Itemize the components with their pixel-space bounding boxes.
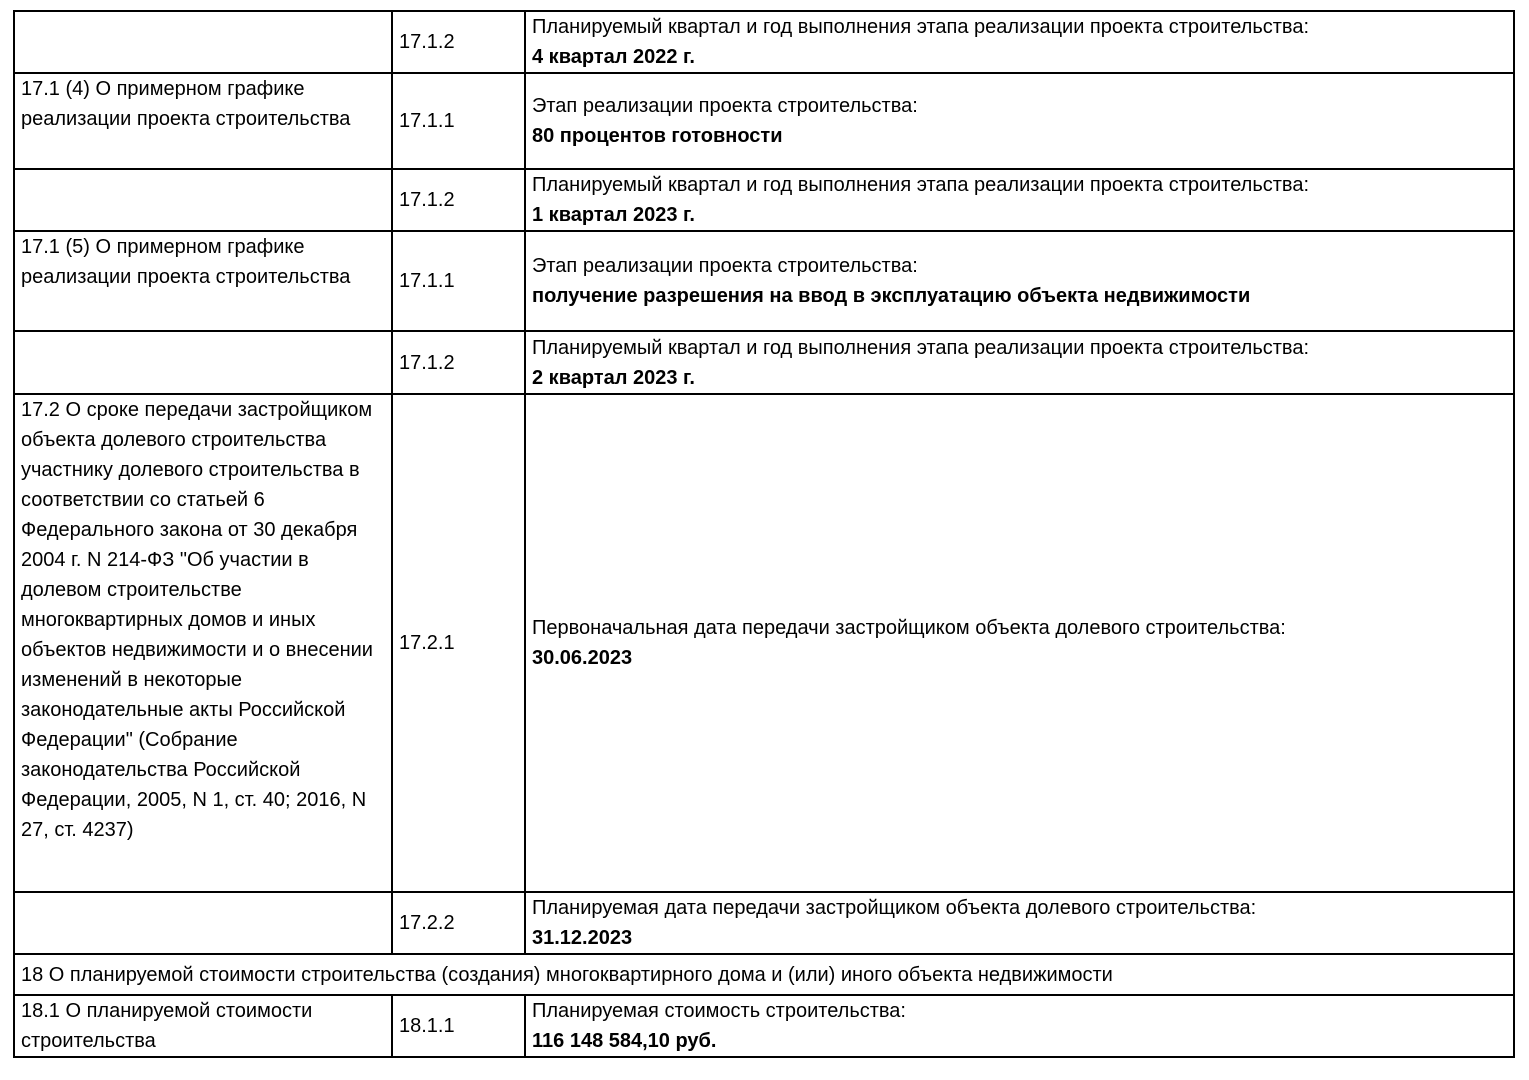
section-cell: 17.1 (5) О примерном графике реализации … [13, 230, 393, 332]
content-label: Планируемая дата передачи застройщиком о… [532, 897, 1257, 919]
table-row: 17.1 (4) О примерном графике реализации … [13, 72, 1515, 170]
content-value: 80 процентов готовности [532, 125, 783, 147]
content-label: Этап реализации проекта строительства: [532, 255, 918, 277]
section-cell: 17.1 (4) О примерном графике реализации … [13, 72, 393, 170]
table-row: 18.1 О планируемой стоимости строительст… [13, 994, 1515, 1058]
content-cell: Планируемый квартал и год выполнения эта… [524, 168, 1515, 232]
section-cell: 18.1 О планируемой стоимости строительст… [13, 994, 393, 1058]
table-row: 17.2 О сроке передачи застройщиком объек… [13, 393, 1515, 893]
content-label: Планируемый квартал и год выполнения эта… [532, 174, 1310, 196]
table-row: 17.1.2 Планируемый квартал и год выполне… [13, 168, 1515, 232]
section-cell [13, 330, 393, 395]
content-value: 31.12.2023 [532, 927, 633, 949]
table-row: 17.1.2 Планируемый квартал и год выполне… [13, 10, 1515, 74]
content-label: Первоначальная дата передачи застройщико… [532, 617, 1286, 639]
code-cell: 17.1.2 [391, 330, 526, 395]
code-cell: 17.1.2 [391, 10, 526, 74]
content-value: 30.06.2023 [532, 647, 633, 669]
code-cell: 17.2.1 [391, 393, 526, 893]
content-cell: Планируемая стоимость строительства: 116… [524, 994, 1515, 1058]
content-cell: Этап реализации проекта строительства: 8… [524, 72, 1515, 170]
code-cell: 17.2.2 [391, 891, 526, 955]
content-value: 1 квартал 2023 г. [532, 204, 695, 226]
content-value: 116 148 584,10 руб. [532, 1030, 717, 1052]
content-label: Планируемая стоимость строительства: [532, 1000, 906, 1022]
section-cell [13, 891, 393, 955]
content-cell: Планируемая дата передачи застройщиком о… [524, 891, 1515, 955]
section-cell [13, 10, 393, 74]
content-cell: Первоначальная дата передачи застройщико… [524, 393, 1515, 893]
section-cell: 17.2 О сроке передачи застройщиком объек… [13, 393, 393, 893]
content-label: Планируемый квартал и год выполнения эта… [532, 336, 1310, 359]
content-cell: Планируемый квартал и год выполнения эта… [524, 10, 1515, 74]
table-row: 18 О планируемой стоимости строительства… [13, 953, 1515, 996]
declaration-table: 17.1.2 Планируемый квартал и год выполне… [13, 10, 1515, 1058]
content-cell: Планируемый квартал и год выполнения эта… [524, 330, 1515, 395]
section-cell [13, 168, 393, 232]
table-row: 17.2.2 Планируемая дата передачи застрой… [13, 891, 1515, 955]
table-row: 17.1.2 Планируемый квартал и год выполне… [13, 330, 1515, 395]
content-label: Планируемый квартал и год выполнения эта… [532, 16, 1310, 38]
code-cell: 17.1.1 [391, 72, 526, 170]
content-label: Этап реализации проекта строительства: [532, 95, 918, 117]
content-value: получение разрешения на ввод в эксплуата… [532, 285, 1251, 307]
content-value: 2 квартал 2023 г. [532, 366, 695, 389]
content-cell: Этап реализации проекта строительства: п… [524, 230, 1515, 332]
code-cell: 17.1.2 [391, 168, 526, 232]
code-cell: 18.1.1 [391, 994, 526, 1058]
code-cell: 17.1.1 [391, 230, 526, 332]
table-row: 17.1 (5) О примерном графике реализации … [13, 230, 1515, 332]
section-18-header: 18 О планируемой стоимости строительства… [13, 953, 1515, 996]
content-value: 4 квартал 2022 г. [532, 46, 695, 68]
